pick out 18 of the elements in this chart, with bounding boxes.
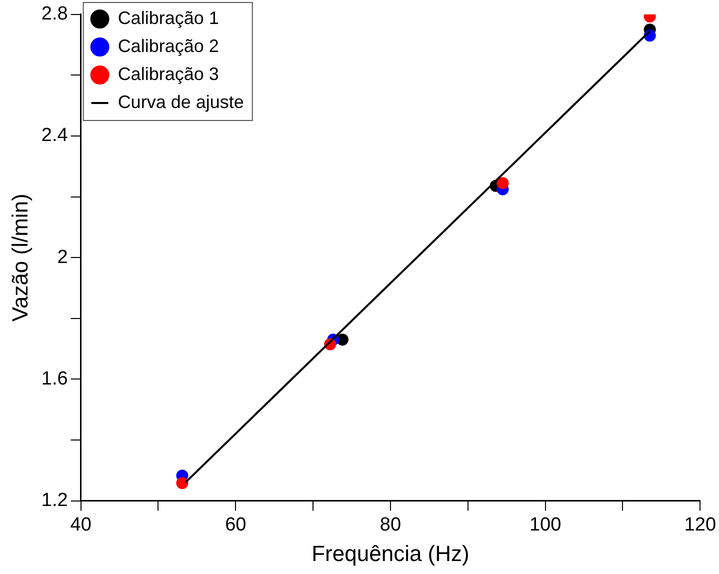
y-tick-label: 1.2: [41, 490, 68, 512]
y-axis-title: Vazão (l/min): [7, 194, 32, 322]
y-tick-label: 2.8: [41, 4, 68, 25]
legend-label: Calibração 3: [118, 64, 219, 84]
point: [496, 177, 509, 190]
legend-label: Calibração 2: [118, 36, 219, 56]
x-tick-label: 80: [380, 514, 402, 536]
y-tick-label: 2.4: [41, 125, 68, 146]
point: [176, 477, 188, 490]
x-tick-label: 40: [70, 514, 92, 536]
y-tick-label: 2: [57, 246, 68, 268]
x-tick-label: 120: [684, 514, 716, 536]
legend-label: Calibração 1: [118, 8, 219, 28]
y-tick-label: 1.6: [41, 368, 68, 390]
x-tick-label: 100: [529, 514, 562, 536]
x-axis-title: Frequência (Hz): [312, 540, 470, 566]
legend-label: Curva de ajuste: [118, 92, 244, 112]
x-tick-label: 60: [225, 514, 246, 536]
